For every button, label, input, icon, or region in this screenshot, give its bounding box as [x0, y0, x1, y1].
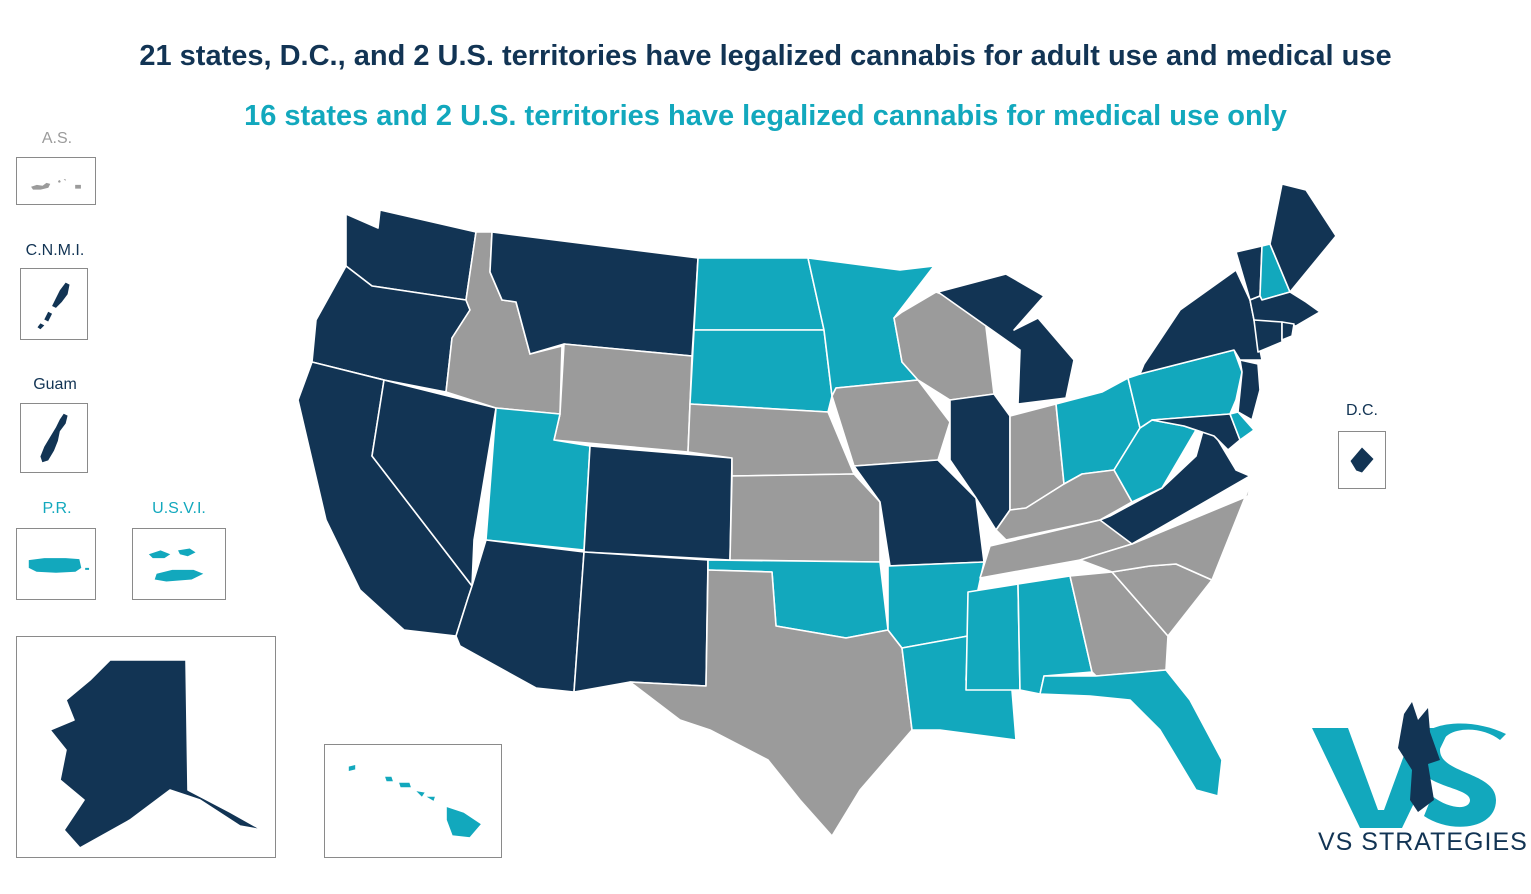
state-fl	[1039, 669, 1223, 797]
label-american-samoa: A.S.	[41, 130, 73, 147]
state-wy	[553, 343, 693, 453]
state-ny	[1139, 269, 1263, 375]
territory-shape-guam	[40, 413, 68, 463]
state-ia	[831, 379, 951, 467]
state-mi	[937, 273, 1075, 405]
title-medical-only: 16 states and 2 U.S. territories have le…	[244, 100, 1287, 132]
label-guam: Guam	[33, 376, 77, 393]
state-nd	[693, 257, 825, 331]
state-nc	[1079, 479, 1253, 581]
state-nm	[573, 551, 709, 693]
label-puerto-rico: P.R.	[42, 500, 72, 517]
logo-s-shape	[1414, 723, 1506, 827]
state-ms	[965, 583, 1021, 691]
inset-cnmi	[20, 268, 88, 340]
label-dc: D.C.	[1346, 402, 1378, 419]
logo-fox-icon	[1398, 702, 1440, 812]
state-ks	[729, 473, 881, 563]
vs-strategies-logo	[1312, 702, 1506, 828]
territory-shape-dc	[1350, 447, 1374, 473]
state-nj	[1237, 359, 1261, 421]
territory-shape-as	[31, 179, 81, 190]
states-group	[49, 183, 1337, 849]
label-cnmi: C.N.M.I.	[25, 242, 85, 259]
state-va	[1099, 419, 1251, 545]
title-adult-use: 21 states, D.C., and 2 U.S. territories …	[139, 40, 1392, 72]
inset-dc	[1338, 431, 1386, 489]
inset-hawaii-frame	[324, 744, 502, 858]
inset-guam	[20, 403, 88, 473]
state-nv	[371, 379, 497, 587]
state-sd	[689, 329, 833, 413]
territory-shape-pr	[28, 558, 90, 573]
inset-american-samoa	[16, 157, 96, 205]
territory-shape-usvi	[148, 548, 204, 582]
state-ak	[49, 659, 263, 849]
territory-shape-cnmi	[37, 282, 70, 330]
inset-puerto-rico	[16, 528, 96, 600]
state-tx	[629, 569, 913, 837]
state-hi	[347, 763, 483, 839]
inset-usvi	[132, 528, 226, 600]
state-me	[1269, 183, 1337, 293]
logo-wordmark: VS STRATEGIES	[1318, 828, 1528, 856]
state-az	[455, 539, 585, 693]
state-co	[583, 445, 733, 561]
state-de	[1229, 411, 1255, 441]
state-ri	[1281, 321, 1295, 341]
label-usvi: U.S.V.I.	[152, 500, 206, 517]
state-ct	[1253, 319, 1283, 353]
